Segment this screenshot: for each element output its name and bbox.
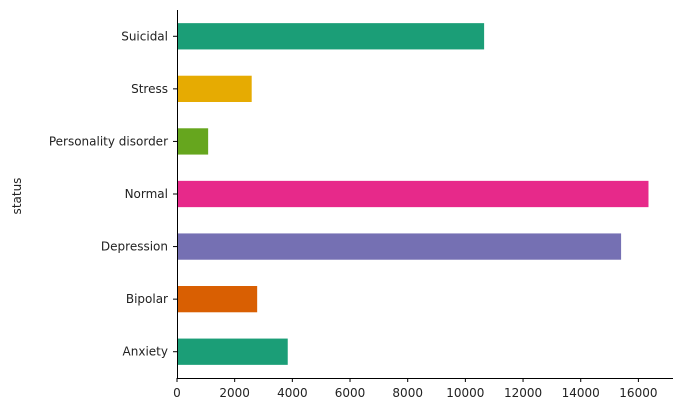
bar-normal xyxy=(177,180,649,208)
y-tick-label-bipolar: Bipolar xyxy=(126,292,168,306)
bar-anxiety xyxy=(177,338,288,365)
bar-bipolar xyxy=(177,286,258,313)
x-tick-label-2000: 2000 xyxy=(219,386,250,400)
y-tick-label-anxiety: Anxiety xyxy=(123,345,168,359)
y-tick-label-stress: Stress xyxy=(131,82,168,96)
y-tick-label-normal: Normal xyxy=(125,187,168,201)
x-tick-label-10000: 10000 xyxy=(446,386,484,400)
bar-depression xyxy=(177,233,622,260)
y-tick-label-personality-disorder: Personality disorder xyxy=(49,134,168,148)
y-tick-label-depression: Depression xyxy=(101,240,168,254)
x-tick-label-4000: 4000 xyxy=(277,386,308,400)
x-tick-label-8000: 8000 xyxy=(392,386,423,400)
bars-group xyxy=(177,23,649,365)
x-tick-label-6000: 6000 xyxy=(335,386,366,400)
bar-suicidal xyxy=(177,23,485,50)
y-tick-label-suicidal: Suicidal xyxy=(121,29,168,43)
x-tick-label-16000: 16000 xyxy=(619,386,657,400)
y-axis-ticks: Suicidal Stress Personality disorder Normal… xyxy=(49,29,177,359)
x-tick-label-14000: 14000 xyxy=(562,386,600,400)
bar-stress xyxy=(177,75,252,102)
bar-personality-disorder xyxy=(177,128,209,155)
x-tick-label-12000: 12000 xyxy=(504,386,542,400)
x-tick-label-0: 0 xyxy=(173,386,181,400)
x-axis-ticks: 0 2000 4000 6000 8000 10000 12000 14000 16000 xyxy=(173,378,657,400)
y-axis-title: status xyxy=(10,178,24,215)
